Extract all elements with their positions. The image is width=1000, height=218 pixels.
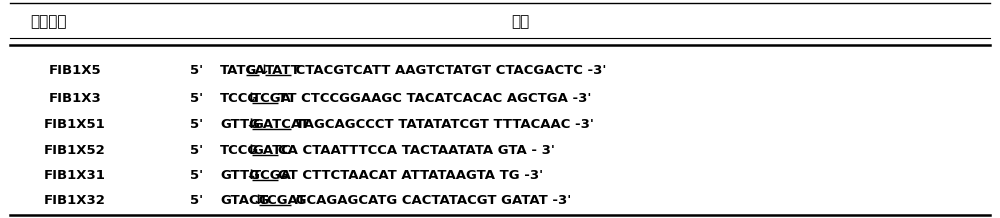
Text: 5': 5' bbox=[190, 118, 203, 131]
Text: TCGA: TCGA bbox=[252, 92, 292, 104]
Text: CTACGTCATT AAGTCTATGT CTACGACTC -3': CTACGTCATT AAGTCTATGT CTACGACTC -3' bbox=[291, 63, 606, 77]
Text: 引物名称: 引物名称 bbox=[30, 15, 66, 29]
Text: TAGCAGCCCT TATATATCGT TTTACAAC -3': TAGCAGCCCT TATATATCGT TTTACAAC -3' bbox=[291, 118, 594, 131]
Text: ↓: ↓ bbox=[252, 194, 263, 206]
Text: TCGAT: TCGAT bbox=[259, 194, 307, 206]
Text: 序列: 序列 bbox=[511, 15, 529, 29]
Text: TCCG: TCCG bbox=[220, 92, 259, 104]
Text: TCCG: TCCG bbox=[220, 143, 259, 157]
Text: TT CTCCGGAAGC TACATCACAC AGCTGA -3': TT CTCCGGAAGC TACATCACAC AGCTGA -3' bbox=[278, 92, 592, 104]
Text: GTTG: GTTG bbox=[220, 118, 260, 131]
Text: TATT: TATT bbox=[265, 63, 301, 77]
Text: ↓: ↓ bbox=[246, 118, 257, 131]
Text: ↓: ↓ bbox=[246, 169, 257, 182]
Text: FIB1X31: FIB1X31 bbox=[44, 169, 106, 182]
Text: CA: CA bbox=[246, 63, 266, 77]
Text: GT CTTCTAACAT ATTATAAGTA TG -3': GT CTTCTAACAT ATTATAAGTA TG -3' bbox=[278, 169, 543, 182]
Text: 5': 5' bbox=[190, 143, 203, 157]
Text: ↓: ↓ bbox=[259, 63, 270, 77]
Text: TCGA: TCGA bbox=[252, 169, 292, 182]
Text: 5': 5' bbox=[190, 169, 203, 182]
Text: GATC: GATC bbox=[252, 143, 291, 157]
Text: FIB1X5: FIB1X5 bbox=[49, 63, 101, 77]
Text: GTTG: GTTG bbox=[220, 169, 260, 182]
Text: 5': 5' bbox=[190, 63, 203, 77]
Text: 5': 5' bbox=[190, 194, 203, 206]
Text: GATCAT: GATCAT bbox=[252, 118, 310, 131]
Text: FIB1X32: FIB1X32 bbox=[44, 194, 106, 206]
Text: FIB1X52: FIB1X52 bbox=[44, 143, 106, 157]
Text: TATG: TATG bbox=[220, 63, 257, 77]
Text: 5': 5' bbox=[190, 92, 203, 104]
Text: GCAGAGCATG CACTATACGT GATAT -3': GCAGAGCATG CACTATACGT GATAT -3' bbox=[291, 194, 571, 206]
Text: FIB1X3: FIB1X3 bbox=[49, 92, 101, 104]
Text: CA CTAATTTCCA TACTAATATA GTA - 3': CA CTAATTTCCA TACTAATATA GTA - 3' bbox=[278, 143, 555, 157]
Text: FIB1X51: FIB1X51 bbox=[44, 118, 106, 131]
Text: ↓: ↓ bbox=[246, 92, 257, 104]
Text: ↓: ↓ bbox=[246, 143, 257, 157]
Text: GTACG: GTACG bbox=[220, 194, 270, 206]
